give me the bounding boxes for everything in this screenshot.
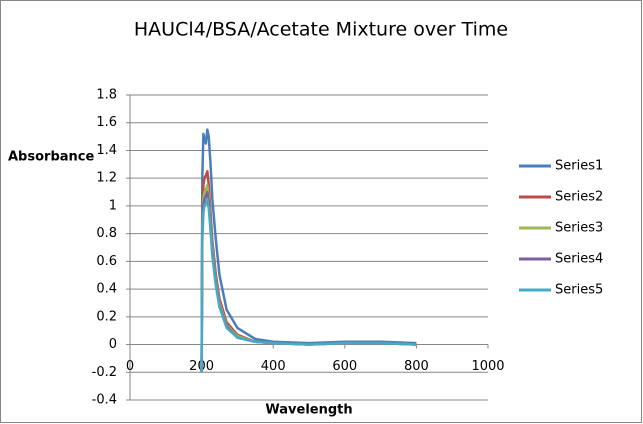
x-tick-label: 1000 bbox=[471, 359, 504, 374]
legend-label: Series3 bbox=[555, 221, 603, 236]
x-axis-title: Wavelength bbox=[265, 403, 352, 418]
series-line bbox=[200, 128, 417, 373]
y-tick-label: 1.8 bbox=[96, 88, 117, 103]
y-tick-label: 1 bbox=[109, 198, 117, 213]
x-tick-label: 0 bbox=[126, 359, 134, 374]
y-tick-label: -0.4 bbox=[92, 393, 117, 408]
chart-title: HAUCl4/BSA/Acetate Mixture over Time bbox=[134, 19, 508, 41]
y-tick-label: 0.2 bbox=[96, 309, 117, 324]
y-tick-label: 0 bbox=[109, 337, 117, 352]
x-tick-label: 800 bbox=[404, 359, 429, 374]
x-tick-label: 400 bbox=[261, 359, 286, 374]
y-tick-label: -0.2 bbox=[92, 365, 117, 380]
y-axis-title: Absorbance bbox=[8, 150, 94, 165]
legend-label: Series5 bbox=[555, 283, 603, 298]
legend-label: Series2 bbox=[555, 190, 603, 205]
x-tick-label: 600 bbox=[332, 359, 357, 374]
legend-label: Series1 bbox=[555, 159, 603, 174]
y-tick-label: 0.4 bbox=[96, 282, 117, 297]
series-line bbox=[200, 197, 417, 373]
y-tick-label: 1.2 bbox=[96, 171, 117, 186]
y-tick-label: 0.8 bbox=[96, 226, 117, 241]
y-tick-label: 1.4 bbox=[96, 143, 117, 158]
y-tick-label: 0.6 bbox=[96, 254, 117, 269]
y-tick-label: 1.6 bbox=[96, 115, 117, 130]
legend-label: Series4 bbox=[555, 252, 603, 267]
